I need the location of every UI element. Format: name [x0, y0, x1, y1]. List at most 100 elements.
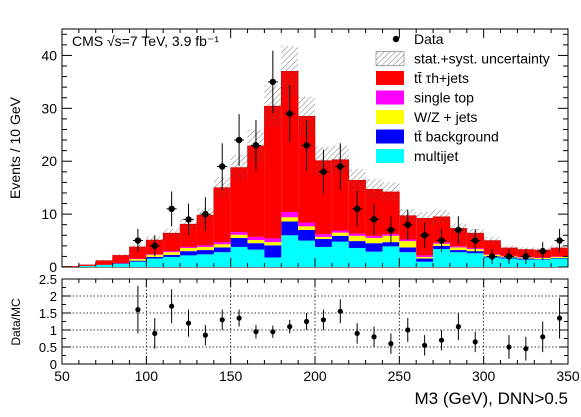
- stack-bar-2: [264, 242, 282, 246]
- ratio-y-tick-label: 2: [50, 289, 57, 304]
- ratio-point: [506, 344, 512, 350]
- main-x-ticks: [61, 29, 569, 267]
- experiment-annotation: CMS √s=7 TeV, 3.9 fb⁻¹: [72, 33, 219, 49]
- stack-bar-0: [331, 241, 349, 267]
- stack-bar-4: [78, 264, 96, 266]
- stack-bar-4: [264, 106, 282, 239]
- stack-bar-0: [382, 246, 400, 267]
- stack-bar-0: [78, 265, 96, 267]
- stack-bar-0: [264, 257, 282, 267]
- stack-bar-0: [129, 261, 147, 267]
- stack-bar-1: [449, 250, 467, 253]
- stack-bar-3: [399, 239, 417, 242]
- stack-bar-0: [146, 258, 164, 267]
- stack-bar-0: [315, 246, 332, 267]
- ratio-point: [455, 324, 461, 330]
- data-point: [387, 226, 395, 234]
- legend-swatch: [376, 149, 404, 163]
- ratio-point: [472, 339, 478, 345]
- data-point: [370, 216, 378, 223]
- stack-bar-1: [281, 221, 299, 236]
- data-point: [151, 242, 158, 250]
- stack-bar-3: [247, 236, 265, 241]
- ratio-point: [438, 337, 445, 343]
- main-y-axis-label: Events / 10 GeV: [7, 96, 23, 199]
- stack-bar-1: [180, 251, 197, 256]
- stack-bar-3: [129, 258, 147, 260]
- ratio-point: [556, 315, 563, 321]
- uncertainty-bin: [298, 96, 315, 136]
- data-point: [219, 163, 226, 170]
- uncertainty-bin: [433, 210, 450, 224]
- stack-bar-4: [230, 167, 248, 233]
- ratio-point: [253, 329, 259, 335]
- stack-bar-0: [416, 261, 434, 267]
- stack-bar-0: [433, 249, 450, 267]
- ratio-y-tick-label: 1.5: [39, 306, 57, 321]
- stack-bar-3: [365, 235, 383, 238]
- stack-bar-3: [416, 255, 434, 257]
- data-point: [185, 216, 192, 223]
- stack-bar-0: [196, 254, 214, 267]
- stack-bar-0: [112, 263, 130, 267]
- ratio-y-tick-label: 0.5: [39, 340, 57, 355]
- ratio-point: [371, 334, 377, 340]
- ratio-point: [287, 324, 293, 330]
- ratio-point: [422, 342, 428, 348]
- ratio-point: [169, 303, 175, 309]
- stack-bar-0: [466, 253, 484, 267]
- stack-bar-1: [196, 250, 214, 255]
- stack-bar-0: [230, 246, 248, 267]
- main-y-tick-label: 30: [41, 100, 57, 116]
- ratio-y-axis-label: Data/MC: [9, 298, 23, 346]
- uncertainty-bin: [230, 154, 248, 181]
- data-point: [353, 205, 361, 213]
- uncertainty-bin: [348, 168, 366, 192]
- ratio-y-tick-label: 1: [50, 323, 57, 338]
- stack-bar-2: [163, 252, 181, 255]
- stack-bar-3: [163, 251, 181, 253]
- uncertainty-bin: [365, 179, 383, 200]
- legend-swatch: [376, 110, 404, 124]
- ratio-point: [540, 334, 546, 340]
- stack-bar-0: [298, 240, 315, 267]
- stack-bar-4: [95, 260, 113, 265]
- stack-bar-0: [213, 252, 231, 267]
- stack-bar-3: [230, 232, 248, 235]
- data-point: [438, 237, 445, 244]
- data-point: [168, 205, 175, 213]
- stack-bar-1: [382, 242, 400, 247]
- data-point: [455, 226, 462, 234]
- data-point: [235, 136, 243, 144]
- legend-label: Data: [414, 31, 444, 47]
- ratio-point: [152, 330, 158, 336]
- ratio-points: [135, 285, 563, 361]
- stack-bar-4: [331, 159, 349, 231]
- main-y-tick-label: 10: [41, 206, 57, 222]
- x-tick-label: 100: [135, 368, 159, 384]
- data-point: [134, 237, 142, 244]
- legend-swatch: [376, 90, 404, 105]
- stack-bar-3: [449, 246, 467, 248]
- stack-bar-2: [315, 236, 332, 239]
- data-point: [404, 221, 411, 228]
- stack-bar-4: [163, 233, 181, 252]
- stack-bar-2: [129, 259, 147, 261]
- stack-bar-0: [449, 252, 467, 267]
- stack-bar-0: [365, 251, 383, 267]
- data-point: [505, 253, 513, 260]
- ratio-point: [354, 330, 360, 336]
- x-tick-label: 350: [556, 368, 580, 384]
- legend-marker-data: [392, 35, 400, 43]
- stack-bar-3: [298, 222, 315, 227]
- stack-bar-1: [129, 260, 147, 262]
- ratio-y-tick-label: 2.5: [39, 272, 57, 287]
- uncertainty-bin: [416, 212, 434, 225]
- ratio-point: [236, 315, 242, 321]
- x-tick-label: 250: [388, 368, 412, 384]
- main-y-tick-label: 0: [49, 259, 57, 275]
- x-tick-label: 150: [219, 368, 243, 384]
- stack-bar-3: [551, 256, 568, 257]
- stack-bar-1: [399, 247, 417, 253]
